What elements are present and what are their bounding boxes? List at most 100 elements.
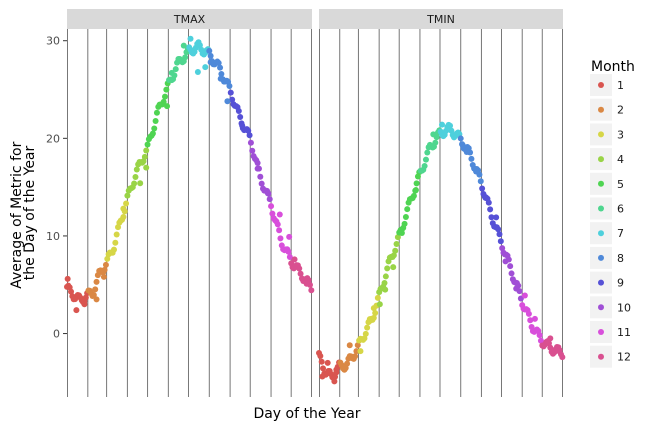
data-point bbox=[120, 205, 127, 212]
data-point bbox=[277, 235, 284, 242]
data-point bbox=[303, 280, 310, 287]
data-point bbox=[141, 153, 148, 160]
data-point bbox=[319, 373, 326, 380]
data-point bbox=[374, 294, 381, 301]
data-point bbox=[413, 180, 420, 187]
data-point bbox=[382, 286, 389, 293]
legend-item-month-4: 4 bbox=[590, 148, 624, 171]
data-point bbox=[151, 125, 158, 132]
data-point bbox=[172, 66, 179, 73]
data-point bbox=[495, 226, 502, 233]
data-point bbox=[239, 122, 246, 129]
data-point bbox=[477, 178, 484, 185]
data-point bbox=[101, 266, 108, 273]
legend-label: 5 bbox=[617, 178, 624, 191]
legend-item-month-11: 11 bbox=[590, 321, 631, 343]
data-point bbox=[421, 163, 428, 170]
data-point bbox=[479, 185, 486, 192]
data-point bbox=[372, 310, 379, 317]
data-point bbox=[507, 263, 514, 270]
legend-item-month-5: 5 bbox=[590, 172, 624, 195]
legend-label: 1 bbox=[617, 79, 624, 92]
data-point bbox=[93, 278, 100, 285]
data-point bbox=[320, 365, 327, 372]
data-point bbox=[226, 83, 233, 90]
data-point bbox=[160, 98, 167, 105]
data-point bbox=[102, 261, 109, 268]
data-point bbox=[508, 270, 515, 277]
data-point bbox=[536, 332, 543, 339]
data-point bbox=[104, 255, 111, 262]
legend-key-swatch bbox=[598, 304, 604, 311]
legend-item-month-6: 6 bbox=[590, 197, 624, 220]
data-point bbox=[412, 187, 419, 194]
legend-key-swatch bbox=[598, 230, 604, 237]
data-point bbox=[187, 35, 194, 42]
legend-item-month-8: 8 bbox=[590, 246, 624, 269]
data-point bbox=[424, 149, 431, 156]
data-point bbox=[285, 248, 292, 255]
data-point bbox=[513, 285, 520, 292]
data-point bbox=[488, 214, 495, 221]
data-point bbox=[276, 211, 283, 218]
legend-item-month-2: 2 bbox=[590, 98, 624, 121]
data-point bbox=[537, 337, 544, 344]
data-point bbox=[115, 224, 122, 231]
data-point bbox=[276, 227, 283, 234]
data-point bbox=[402, 213, 409, 220]
data-point bbox=[317, 352, 324, 359]
x-axis-title: Day of the Year bbox=[253, 406, 360, 422]
legend-key-swatch bbox=[598, 279, 604, 286]
data-point bbox=[168, 69, 175, 76]
data-point bbox=[224, 98, 231, 105]
data-point bbox=[447, 122, 454, 129]
legend-label: 3 bbox=[617, 128, 624, 141]
legend-title: Month bbox=[591, 59, 635, 75]
data-point bbox=[266, 196, 273, 203]
data-point bbox=[163, 86, 170, 93]
data-point bbox=[123, 200, 130, 207]
y-axis-title-line-2: the Day of the Year bbox=[22, 145, 38, 280]
data-point bbox=[422, 156, 429, 163]
y-tick-label: 20 bbox=[46, 132, 60, 145]
data-point bbox=[362, 330, 369, 337]
legend-label: 2 bbox=[617, 104, 624, 117]
data-point bbox=[81, 301, 88, 308]
data-point bbox=[235, 107, 242, 114]
data-point bbox=[153, 109, 160, 116]
data-point bbox=[404, 206, 411, 213]
data-point bbox=[382, 273, 389, 280]
data-point bbox=[64, 275, 71, 282]
data-point bbox=[131, 180, 138, 187]
data-point bbox=[124, 192, 131, 199]
data-point bbox=[531, 315, 538, 322]
data-point bbox=[182, 54, 189, 61]
data-point bbox=[559, 354, 566, 361]
data-point bbox=[217, 75, 224, 82]
panel-tmax: TMAX bbox=[64, 9, 315, 397]
data-point bbox=[357, 348, 364, 355]
data-point bbox=[90, 291, 97, 298]
data-point bbox=[398, 230, 405, 237]
data-point bbox=[202, 64, 209, 71]
data-point bbox=[291, 256, 298, 263]
data-point bbox=[521, 292, 528, 299]
legend-key-swatch bbox=[598, 329, 604, 335]
data-point bbox=[555, 348, 562, 355]
legend-label: 4 bbox=[617, 153, 624, 166]
legend-item-month-1: 1 bbox=[590, 74, 624, 96]
legend-label: 8 bbox=[617, 252, 624, 265]
data-point bbox=[269, 210, 276, 217]
data-point bbox=[245, 127, 252, 134]
data-point bbox=[439, 121, 446, 128]
facet-strip-label: TMIN bbox=[426, 13, 455, 26]
data-point bbox=[149, 130, 156, 137]
data-point bbox=[92, 286, 99, 293]
data-point bbox=[144, 141, 151, 148]
data-point bbox=[457, 135, 464, 142]
data-point bbox=[393, 240, 400, 247]
strip-background bbox=[67, 9, 312, 29]
data-point bbox=[370, 305, 377, 312]
